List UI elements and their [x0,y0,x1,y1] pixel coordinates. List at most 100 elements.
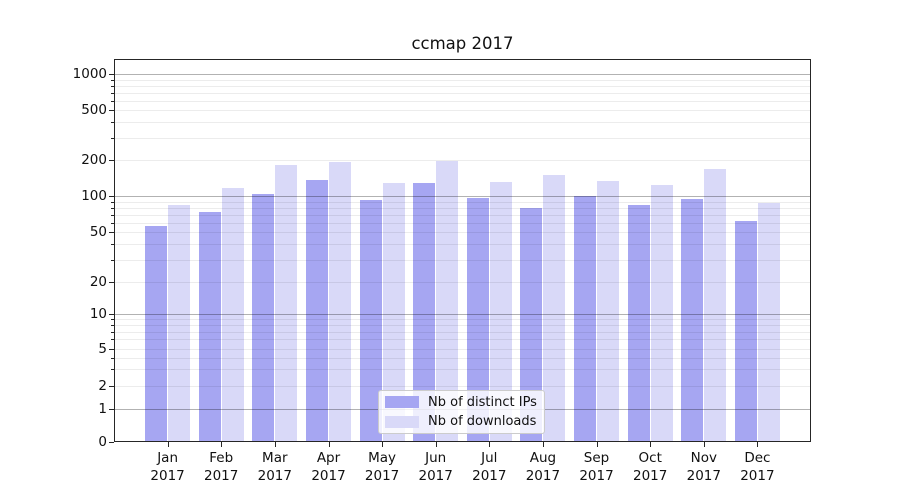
x-tick-label-mar: Mar 2017 [257,450,292,484]
legend-swatch-downloads-icon [385,415,419,428]
y-tick-label-10: 10 [89,306,107,322]
bar-apr-downloads [329,161,351,442]
gridline-300 [114,137,811,139]
x-tick-label-nov: Nov 2017 [686,450,721,484]
legend-label-downloads: Nb of downloads [428,414,537,430]
x-tick-aug [542,442,544,447]
y-minortick-700 [111,92,114,94]
y-tick-label-50: 50 [89,224,107,240]
y-tick-1000 [109,74,114,75]
y-minortick-80 [111,207,114,209]
bar-feb-distinct-ips [198,211,221,442]
x-tick-jul [489,442,491,447]
bar-nov-distinct-ips [681,198,704,442]
y-minortick-3 [111,369,114,371]
gridline-600 [114,100,811,102]
x-tick-label-feb: Feb 2017 [204,450,239,484]
bar-jan-distinct-ips [145,226,168,442]
x-tick-label-oct: Oct 2017 [633,450,668,484]
x-tick-feb [221,442,223,447]
bar-may-downloads [382,183,405,442]
chart-title: ccmap 2017 [411,34,514,53]
y-tick-label-500: 500 [81,102,107,118]
x-tick-label-sep: Sep 2017 [579,450,614,484]
y-tick-label-2: 2 [98,377,107,394]
x-tick-nov [703,442,705,447]
x-tick-dec [757,442,759,447]
y-tick-500 [109,110,114,111]
x-tick-jun [435,442,437,447]
gridline-700 [114,92,811,94]
bar-sep-downloads [597,181,619,442]
y-tick-label-100: 100 [81,188,107,204]
gridline-900 [114,79,811,81]
x-tick-label-jan: Jan 2017 [150,450,185,484]
bars-layer [114,59,811,442]
y-minortick-6 [111,339,114,341]
y-minortick-9 [111,319,114,321]
gridline-80 [114,207,811,209]
bar-jun-distinct-ips [413,183,436,442]
x-tick-label-jun: Jun 2017 [418,450,453,484]
y-minortick-600 [111,100,114,102]
tick-layer [109,59,811,447]
bar-jul-downloads [489,182,512,442]
bar-jun-downloads [436,160,459,442]
plot-area: Nb of distinct IPs Nb of downloads [109,59,811,447]
bar-may-distinct-ips [359,200,382,442]
y-tick-100 [109,196,114,197]
gridline-60 [114,222,811,224]
gridline-30 [114,259,811,261]
x-tick-jan [167,442,169,447]
gridline-800 [114,85,811,87]
legend-label-distinct-ips: Nb of distinct IPs [428,394,537,410]
x-tick-may [382,442,384,447]
gridline-7 [114,331,811,333]
y-tick-label-20: 20 [89,274,107,290]
gridline-2 [114,385,811,387]
y-tick-20 [109,282,114,283]
bar-nov-downloads [704,169,727,442]
y-minortick-400 [111,122,114,124]
x-tick-label-aug: Aug 2017 [525,450,561,484]
gridline-200 [114,160,811,161]
x-tick-label-jul: Jul 2017 [472,450,507,484]
bar-oct-distinct-ips [627,205,650,442]
gridline-40 [114,244,811,246]
bar-feb-downloads [221,187,244,442]
bar-jul-distinct-ips [466,198,489,442]
bar-dec-downloads [757,202,780,442]
y-minortick-800 [111,85,114,87]
y-tick-1 [109,408,114,410]
y-tick-label-1: 1 [98,400,107,417]
y-minortick-90 [111,201,114,203]
gridline-8 [114,325,811,327]
y-minortick-40 [111,244,114,246]
bar-dec-distinct-ips [734,220,757,442]
y-tick-label-1000: 1000 [72,66,107,82]
x-tick-sep [596,442,598,447]
gridline-100 [114,196,811,197]
x-tick-mar [274,442,276,447]
y-tick-0 [109,442,114,443]
y-minortick-70 [111,214,114,216]
gridline-6 [114,339,811,341]
y-minortick-4 [111,357,114,359]
y-minortick-7 [111,331,114,333]
y-tick-label-0: 0 [98,434,107,450]
gridline-50 [114,232,811,233]
y-tick-50 [109,232,114,233]
y-minortick-300 [111,137,114,139]
bar-sep-distinct-ips [574,196,596,442]
bar-mar-distinct-ips [252,193,275,442]
bar-aug-downloads [543,175,566,442]
y-minortick-60 [111,222,114,224]
y-minortick-8 [111,325,114,327]
y-tick-5 [109,348,114,350]
x-tick-oct [650,442,652,447]
gridline-10 [114,314,811,315]
bar-jan-downloads [168,205,191,442]
y-tick-200 [109,160,114,161]
gridline-70 [114,214,811,216]
x-tick-apr [328,442,330,447]
